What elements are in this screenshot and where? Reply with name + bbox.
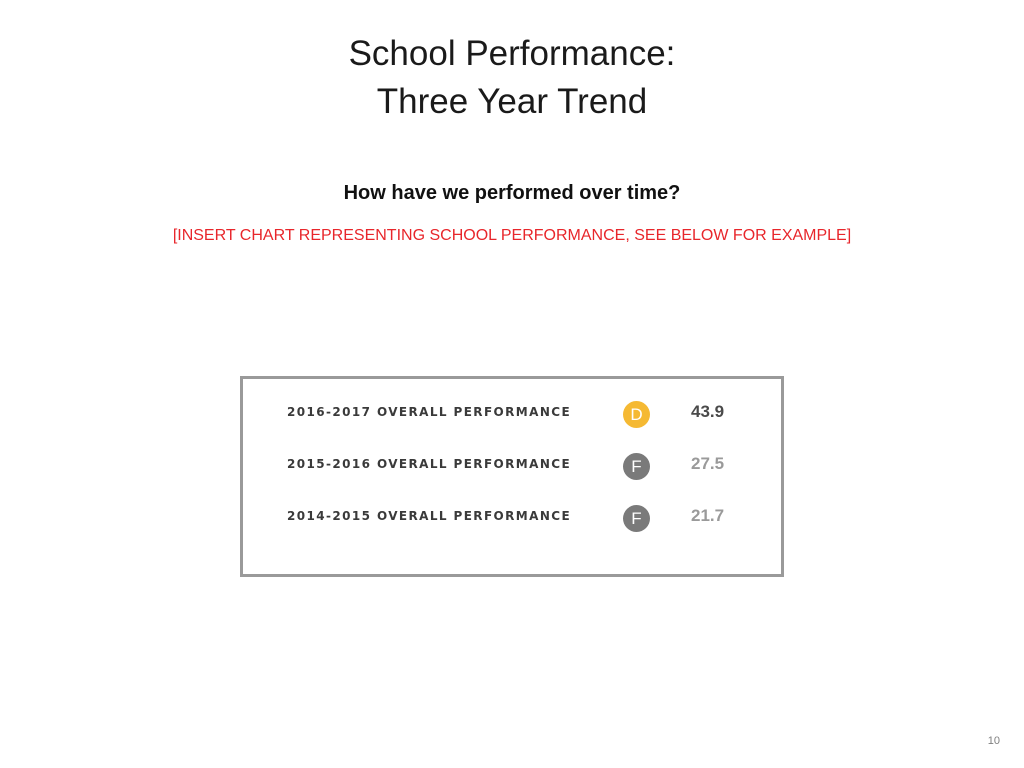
- slide-title-line-2: Three Year Trend: [376, 82, 648, 121]
- score-value: 43.9: [691, 402, 725, 421]
- performance-row: 2014-2015 OVERALL PERFORMANCE F 21.7: [243, 503, 781, 533]
- placeholder-instruction: [INSERT CHART REPRESENTING SCHOOL PERFOR…: [172, 227, 852, 244]
- score-value: 21.7: [691, 506, 725, 525]
- page-number: 10: [987, 735, 1000, 747]
- row-label: 2016-2017 OVERALL PERFORMANCE: [287, 405, 572, 419]
- score-value: 27.5: [691, 454, 725, 473]
- row-label: 2014-2015 OVERALL PERFORMANCE: [287, 509, 572, 523]
- grade-badge: F: [623, 453, 650, 480]
- performance-row: 2016-2017 OVERALL PERFORMANCE D 43.9: [243, 399, 781, 429]
- row-label: 2015-2016 OVERALL PERFORMANCE: [287, 457, 572, 471]
- section-question: How have we performed over time?: [343, 182, 681, 204]
- grade-badge: F: [623, 505, 650, 532]
- slide-title-line-1: School Performance:: [348, 34, 676, 73]
- performance-panel: 2016-2017 OVERALL PERFORMANCE D 43.9 201…: [240, 376, 784, 577]
- grade-badge: D: [623, 401, 650, 428]
- performance-row: 2015-2016 OVERALL PERFORMANCE F 27.5: [243, 451, 781, 481]
